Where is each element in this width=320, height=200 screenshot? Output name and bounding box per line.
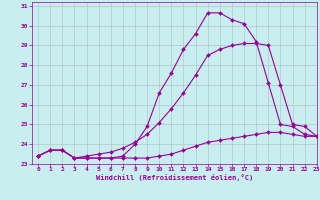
X-axis label: Windchill (Refroidissement éolien,°C): Windchill (Refroidissement éolien,°C): [96, 174, 253, 181]
